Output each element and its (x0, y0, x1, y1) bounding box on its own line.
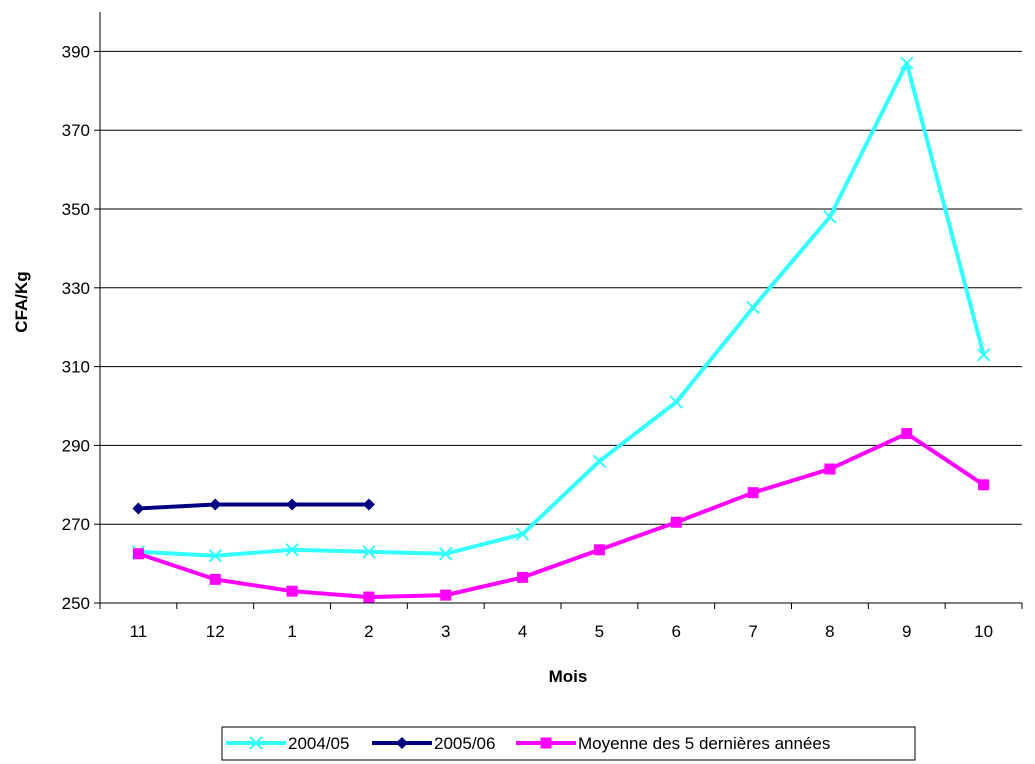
point-marker-diamond (362, 498, 375, 511)
y-tick-label: 250 (62, 594, 90, 613)
y-tick-label: 310 (62, 358, 90, 377)
y-tick-labels: 250 270 290 310 330 350 370 390 (62, 42, 90, 613)
point-marker-square (978, 479, 990, 491)
point-marker-square (540, 737, 552, 749)
gridlines (94, 50, 1022, 604)
point-marker-square (824, 463, 836, 475)
x-tick-label: 8 (825, 622, 834, 641)
point-marker-diamond (209, 498, 222, 511)
x-tick-label: 1 (287, 622, 296, 641)
point-marker-square (209, 573, 221, 585)
x-tick-label: 10 (974, 622, 993, 641)
legend-label: Moyenne des 5 dernières années (578, 734, 830, 753)
point-marker-x (592, 454, 607, 468)
point-marker-x (746, 300, 760, 315)
point-marker-diamond (132, 502, 145, 515)
point-marker-square (901, 428, 913, 440)
point-marker-square (132, 548, 144, 560)
point-marker-x (362, 545, 376, 559)
legend-item-2: Moyenne des 5 dernières années (516, 734, 830, 753)
y-tick-label: 370 (62, 121, 90, 140)
point-marker-x (976, 348, 991, 362)
series-line (138, 61, 986, 558)
point-marker-diamond (286, 498, 299, 511)
point-marker-x (823, 210, 837, 224)
series-line (138, 502, 369, 511)
series-0 (131, 56, 991, 563)
series-lines (131, 56, 991, 603)
point-marker-x (249, 736, 263, 750)
y-tick-label: 290 (62, 436, 90, 455)
point-marker-x (208, 549, 222, 563)
x-tick-label: 3 (441, 622, 450, 641)
point-marker-diamond (396, 737, 408, 749)
x-tick-label: 11 (130, 622, 148, 641)
y-axis-title: CFA/Kg (12, 271, 31, 332)
axes (99, 12, 1023, 609)
x-tick-label: 5 (595, 622, 604, 641)
point-marker-x (900, 56, 914, 70)
series-2 (132, 428, 990, 603)
point-marker-square (670, 516, 682, 528)
legend-item-0: 2004/05 (226, 734, 349, 753)
point-marker-square (593, 544, 605, 556)
x-tick-label: 6 (672, 622, 681, 641)
point-marker-square (363, 591, 375, 603)
x-tick-label: 7 (748, 622, 757, 641)
legend-label: 2004/05 (288, 734, 349, 753)
y-tick-label: 350 (62, 200, 90, 219)
point-marker-square (286, 585, 298, 597)
point-marker-square (517, 571, 529, 583)
y-tick-label: 330 (62, 279, 90, 298)
x-tick-labels: 11 12 1 2 3 4 5 6 7 8 9 10 (130, 622, 993, 641)
series-1 (132, 498, 375, 515)
point-marker-square (747, 487, 759, 499)
x-tick-label: 9 (902, 622, 911, 641)
legend: 2004/05 2005/06 Moyenne des 5 dernières an… (221, 726, 916, 761)
y-tick-label: 390 (62, 42, 90, 61)
point-marker-x (669, 395, 683, 409)
y-tick-label: 270 (62, 515, 90, 534)
legend-label: 2005/06 (434, 734, 495, 753)
series-line (137, 431, 985, 600)
point-marker-x (439, 547, 453, 561)
x-tick-label: 2 (364, 622, 373, 641)
x-tick-label: 4 (518, 622, 527, 641)
x-axis-title: Mois (549, 667, 588, 686)
point-marker-square (440, 589, 452, 601)
legend-item-1: 2005/06 (372, 734, 495, 753)
x-tick-label: 12 (206, 622, 225, 641)
point-marker-x (285, 543, 299, 557)
point-marker-x (515, 527, 530, 541)
